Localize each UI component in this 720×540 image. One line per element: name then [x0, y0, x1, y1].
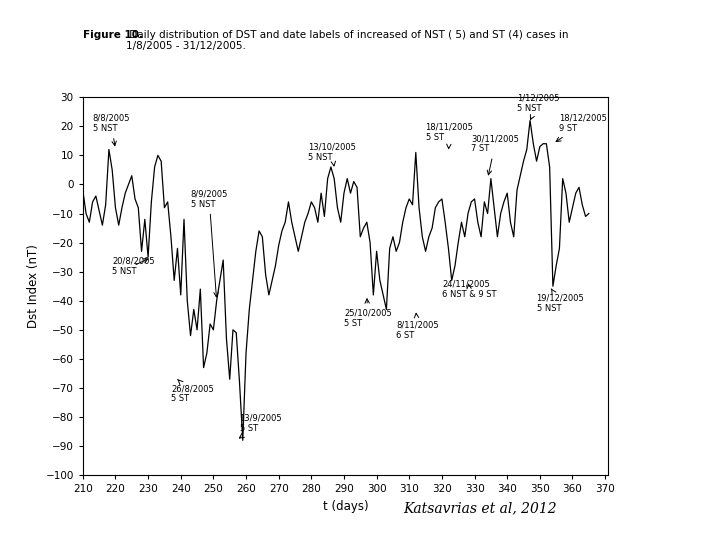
- X-axis label: t (days): t (days): [323, 500, 369, 513]
- Text: 25/10/2005
5 ST: 25/10/2005 5 ST: [344, 299, 392, 328]
- Text: 1/12/2005
5 NST: 1/12/2005 5 NST: [517, 93, 559, 119]
- Text: Daily distribution of DST and date labels of increased of NST ( 5) and ST (4) ca: Daily distribution of DST and date label…: [126, 30, 569, 51]
- Text: 18/11/2005
5 ST: 18/11/2005 5 ST: [426, 123, 474, 148]
- Text: 20/8/2005
5 NST: 20/8/2005 5 NST: [112, 256, 155, 275]
- Text: 13/9/2005
5 ST: 13/9/2005 5 ST: [239, 413, 282, 438]
- Text: Katsavrias et al, 2012: Katsavrias et al, 2012: [403, 502, 557, 516]
- Y-axis label: Dst Index (nT): Dst Index (nT): [27, 244, 40, 328]
- Text: 18/12/2005
9 ST: 18/12/2005 9 ST: [556, 113, 607, 141]
- Text: 13/10/2005
5 NST: 13/10/2005 5 NST: [308, 143, 356, 166]
- Text: 8/11/2005
6 ST: 8/11/2005 6 ST: [396, 313, 438, 340]
- Text: 26/8/2005
5 ST: 26/8/2005 5 ST: [171, 380, 214, 403]
- Text: 8/9/2005
5 NST: 8/9/2005 5 NST: [191, 189, 228, 297]
- Text: 30/11/2005
7 ST: 30/11/2005 7 ST: [472, 134, 519, 175]
- Text: Figure 10.: Figure 10.: [83, 30, 143, 40]
- Text: 19/12/2005
5 NST: 19/12/2005 5 NST: [536, 289, 585, 313]
- Text: 8/8/2005
5 NST: 8/8/2005 5 NST: [93, 113, 130, 146]
- Text: 24/11/2005
6 NST & 9 ST: 24/11/2005 6 NST & 9 ST: [442, 279, 496, 299]
